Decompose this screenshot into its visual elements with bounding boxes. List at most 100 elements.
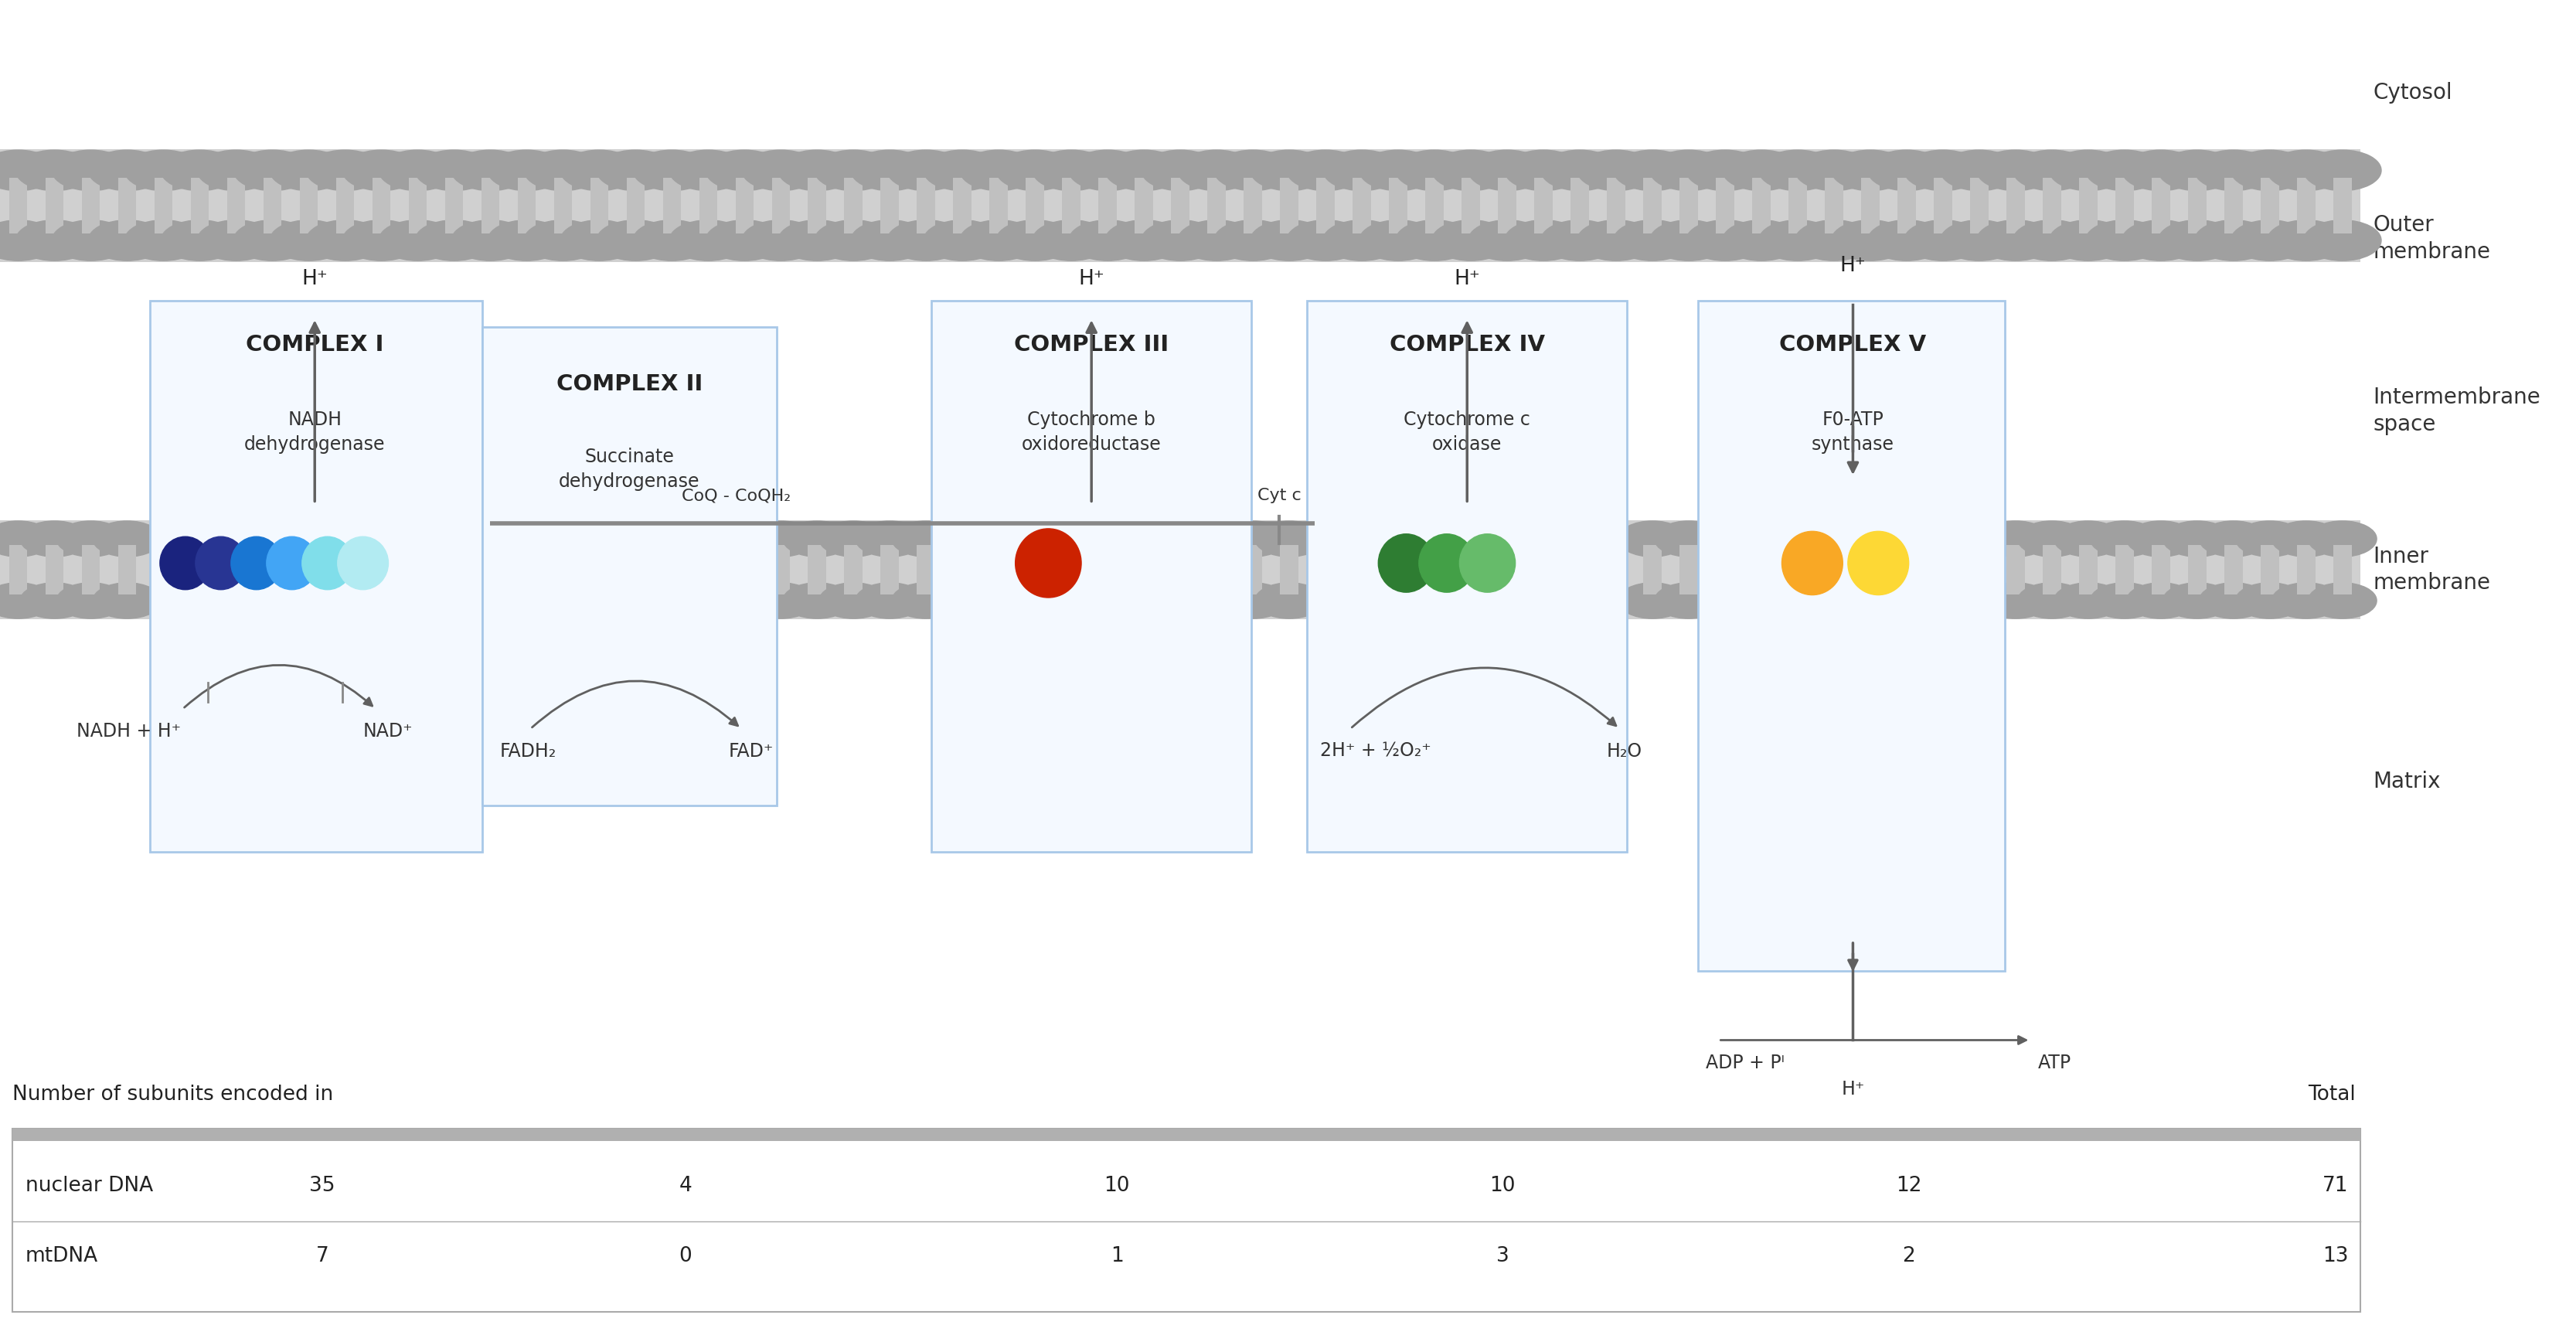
Bar: [881, 545, 899, 570]
Circle shape: [1141, 150, 1218, 191]
Circle shape: [15, 220, 93, 261]
Bar: [1535, 205, 1553, 233]
Bar: [1899, 205, 1917, 233]
Circle shape: [1468, 220, 1546, 261]
Circle shape: [88, 220, 165, 261]
Circle shape: [0, 521, 52, 556]
Circle shape: [1868, 150, 1945, 191]
Bar: [989, 205, 1007, 233]
Circle shape: [1940, 150, 2017, 191]
Text: nuclear DNA: nuclear DNA: [26, 1175, 152, 1196]
Bar: [118, 545, 137, 570]
Circle shape: [1218, 521, 1288, 556]
Bar: [881, 205, 899, 233]
Circle shape: [1177, 150, 1255, 191]
Circle shape: [2123, 220, 2200, 261]
Bar: [46, 178, 64, 205]
Bar: [590, 205, 608, 233]
Text: mtDNA: mtDNA: [26, 1246, 98, 1267]
Bar: [410, 178, 428, 205]
Circle shape: [1288, 150, 1365, 191]
Circle shape: [1360, 150, 1437, 191]
Circle shape: [2272, 583, 2342, 619]
Circle shape: [2195, 220, 2272, 261]
Bar: [1535, 178, 1553, 205]
Circle shape: [2053, 521, 2123, 556]
Text: 1: 1: [1110, 1246, 1123, 1267]
Circle shape: [783, 521, 853, 556]
Text: H⁺: H⁺: [1842, 1080, 1865, 1098]
Bar: [1571, 205, 1589, 233]
Circle shape: [523, 150, 603, 191]
Bar: [809, 570, 827, 595]
Circle shape: [2050, 220, 2128, 261]
Text: 0: 0: [680, 1246, 693, 1267]
Text: H⁺: H⁺: [1453, 269, 1481, 289]
Circle shape: [2017, 583, 2087, 619]
Bar: [1136, 178, 1154, 205]
Circle shape: [88, 150, 165, 191]
Bar: [1025, 205, 1043, 233]
Bar: [1680, 178, 1698, 205]
Ellipse shape: [1419, 534, 1473, 592]
Circle shape: [1618, 583, 1687, 619]
Bar: [1716, 178, 1734, 205]
Bar: [554, 178, 572, 205]
Bar: [1280, 205, 1298, 233]
Text: H₂O: H₂O: [1607, 742, 1643, 761]
Circle shape: [2236, 583, 2303, 619]
Bar: [1788, 205, 1806, 233]
Text: H⁺: H⁺: [1839, 256, 1865, 276]
Circle shape: [1069, 150, 1146, 191]
Circle shape: [1723, 150, 1801, 191]
Circle shape: [160, 220, 240, 261]
Bar: [1643, 570, 1662, 595]
Circle shape: [1868, 220, 1945, 261]
Text: 2H⁺ + ½O₂⁺: 2H⁺ + ½O₂⁺: [1319, 742, 1432, 761]
Circle shape: [925, 150, 1002, 191]
Circle shape: [270, 220, 348, 261]
Bar: [2007, 178, 2025, 205]
Circle shape: [1723, 220, 1801, 261]
Circle shape: [1069, 220, 1146, 261]
Circle shape: [706, 220, 783, 261]
Bar: [2226, 205, 2244, 233]
Circle shape: [819, 521, 889, 556]
Circle shape: [2308, 521, 2378, 556]
Bar: [1680, 545, 1698, 570]
Bar: [2187, 570, 2205, 595]
Circle shape: [2200, 521, 2267, 556]
Bar: [2334, 570, 2352, 595]
Bar: [10, 545, 28, 570]
Circle shape: [997, 220, 1074, 261]
Circle shape: [2128, 521, 2195, 556]
Bar: [809, 205, 827, 233]
Bar: [917, 205, 935, 233]
Ellipse shape: [1461, 534, 1515, 592]
Ellipse shape: [1847, 531, 1909, 595]
Circle shape: [1177, 220, 1255, 261]
Text: 13: 13: [2321, 1246, 2349, 1267]
Bar: [2079, 545, 2097, 570]
Text: 12: 12: [1896, 1175, 1922, 1196]
Bar: [1499, 205, 1517, 233]
Circle shape: [1540, 220, 1618, 261]
Bar: [118, 178, 137, 205]
Circle shape: [15, 150, 93, 191]
Text: FAD⁺: FAD⁺: [729, 742, 773, 761]
Text: H⁺: H⁺: [1079, 269, 1105, 289]
Bar: [953, 178, 971, 205]
Circle shape: [234, 220, 312, 261]
Bar: [2115, 570, 2133, 595]
FancyBboxPatch shape: [149, 301, 482, 852]
Circle shape: [2128, 583, 2195, 619]
Bar: [1862, 205, 1880, 233]
Bar: [2079, 570, 2097, 595]
Circle shape: [57, 583, 126, 619]
Bar: [82, 545, 100, 570]
Bar: [1971, 205, 1989, 233]
Bar: [1136, 205, 1154, 233]
Circle shape: [1249, 220, 1329, 261]
Circle shape: [487, 220, 564, 261]
Circle shape: [778, 150, 855, 191]
